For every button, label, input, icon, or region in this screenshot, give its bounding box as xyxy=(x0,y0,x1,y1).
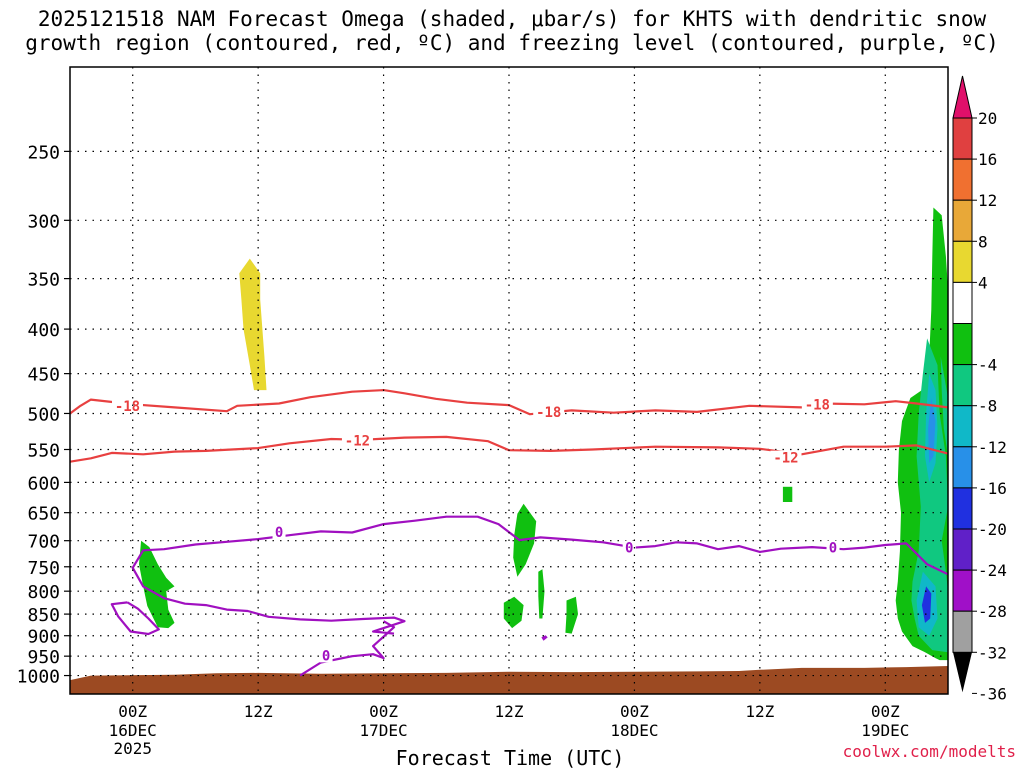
chart-title-line2: growth region (contoured, red, ºC) and f… xyxy=(25,31,999,55)
contour-label-freezing-upper-2: 0 xyxy=(829,541,837,557)
omega-area-green-mid-blob xyxy=(503,596,524,629)
y-tick-label-500: 500 xyxy=(27,404,60,425)
x-tick-label-42: 12Z xyxy=(495,702,524,721)
colorbar-bin-1 xyxy=(952,158,973,201)
plot-area: -18 -18 -18 -12 -12 0 0 0 0 xyxy=(69,66,949,695)
x-tick-label-78: 00Z xyxy=(871,702,900,721)
chart-title-line1: 2025121518 NAM Forecast Omega (shaded, μ… xyxy=(38,7,987,31)
colorbar-bin-9 xyxy=(952,487,973,530)
omega-area-purple-dot xyxy=(541,635,548,641)
colorbar-label-5: -4 xyxy=(978,356,997,375)
y-axis: 2503003504004505005506006507007508008509… xyxy=(17,142,70,688)
x-tick-date-54: 18DEC xyxy=(610,721,658,740)
contour-label-bg-dgz-top-0 xyxy=(111,398,143,413)
contour-dgz-bottom xyxy=(70,435,948,463)
credit-text: coolwx.com/modelts xyxy=(843,742,1016,761)
omega-area-lightblue-right xyxy=(928,398,936,463)
x-tick-label-54: 00Z xyxy=(620,702,649,721)
y-tick-label-950: 950 xyxy=(27,647,60,668)
colorbar-label-3: 8 xyxy=(978,232,988,251)
colorbar-bin-0 xyxy=(952,117,973,160)
plot-inner: -18 -18 -18 -12 -12 0 0 0 0 xyxy=(70,150,948,694)
y-tick-label-650: 650 xyxy=(27,504,60,525)
contour-label-dgz-top-0: -18 xyxy=(115,399,140,415)
x-axis-label: Forecast Time (UTC) xyxy=(396,746,625,768)
colorbar-bin-6 xyxy=(952,364,973,407)
x-tick-label-66: 12Z xyxy=(745,702,774,721)
omega-area-green-mid-thin xyxy=(538,569,545,619)
colorbar-label-1: 16 xyxy=(978,150,997,169)
colorbar-bin-5 xyxy=(952,323,973,366)
y-tick-label-1000: 1000 xyxy=(17,667,60,688)
contour-freezing-upper xyxy=(131,515,948,635)
colorbar-label-6: -8 xyxy=(978,397,997,416)
y-tick-label-900: 900 xyxy=(27,627,60,648)
contour-label-dgz-bottom-1: -12 xyxy=(773,451,798,467)
y-tick-label-350: 350 xyxy=(27,270,60,291)
omega-area-blue-low xyxy=(921,586,932,623)
contour-label-freezing-upper-1: 0 xyxy=(625,541,633,557)
contour-label-bg-dgz-bottom-0 xyxy=(341,433,373,448)
colorbar-bin-3 xyxy=(952,240,973,283)
colorbar: 20 16 12 8 4 -4 -8 -12 -16 -20 -24 -28 -32 -36 xyxy=(952,75,1007,703)
contour-label-bg-freezing-upper-2 xyxy=(826,540,840,555)
colorbar-label-0: 20 xyxy=(978,109,997,128)
colorbar-bin-10 xyxy=(952,528,973,571)
colorbar-bin-12 xyxy=(952,610,973,653)
colorbar-bin-7 xyxy=(952,405,973,448)
contour-label-dgz-bottom-0: -12 xyxy=(345,433,370,449)
contour-label-freezing-lower-0: 0 xyxy=(322,648,330,664)
y-tick-label-750: 750 xyxy=(27,558,60,579)
contour-label-bg-freezing-upper-1 xyxy=(622,540,636,555)
colorbar-bin-8 xyxy=(952,446,973,489)
y-tick-label-250: 250 xyxy=(27,142,60,163)
x-tick-label-30: 00Z xyxy=(369,702,398,721)
contour-label-bg-dgz-top-1 xyxy=(533,404,565,419)
colorbar-label-9: -20 xyxy=(978,520,1007,539)
colorbar-bin-4 xyxy=(952,281,973,324)
y-tick-label-600: 600 xyxy=(27,473,60,494)
colorbar-bin-11 xyxy=(952,569,973,612)
x-tick-label-18: 12Z xyxy=(244,702,273,721)
contour-label-bg-dgz-bottom-1 xyxy=(770,450,802,465)
y-tick-label-800: 800 xyxy=(27,582,60,603)
x-tick-date-30: 17DEC xyxy=(359,721,407,740)
contour-label-bg-freezing-lower-0 xyxy=(319,648,333,663)
x-tick-year-6: 2025 xyxy=(113,739,152,758)
contour-label-dgz-top-1: -18 xyxy=(536,405,561,421)
contour-freezing-loop xyxy=(110,601,160,636)
y-tick-label-550: 550 xyxy=(27,441,60,462)
colorbar-label-12: -32 xyxy=(978,643,1007,662)
colorbar-label-4: 4 xyxy=(978,273,988,292)
x-tick-date-78: 19DEC xyxy=(861,721,909,740)
y-tick-label-400: 400 xyxy=(27,320,60,341)
y-tick-label-850: 850 xyxy=(27,605,60,626)
omega-area-yellow-upper xyxy=(239,258,267,391)
x-tick-label-6: 00Z xyxy=(118,702,147,721)
omega-area-teal-right xyxy=(911,338,948,653)
colorbar-label-8: -16 xyxy=(978,479,1007,498)
contour-label-dgz-top-2: -18 xyxy=(805,397,830,413)
colorbar-top-arrow xyxy=(952,75,973,119)
x-tick-date-6: 16DEC xyxy=(109,721,157,740)
y-tick-label-300: 300 xyxy=(27,211,60,232)
colorbar-bottom-arrow xyxy=(953,652,972,693)
omega-area-green-left xyxy=(139,540,175,629)
colorbar-label-10: -24 xyxy=(978,561,1007,580)
omega-area-green-small-square xyxy=(782,486,793,502)
contour-label-bg-dgz-top-2 xyxy=(801,397,833,412)
y-tick-label-700: 700 xyxy=(27,532,60,553)
colorbar-label-13: -36 xyxy=(978,684,1007,703)
colorbar-label-11: -28 xyxy=(978,602,1007,621)
contour-label-freezing-upper-0: 0 xyxy=(275,525,283,541)
contour-label-bg-freezing-upper-0 xyxy=(272,524,286,539)
y-tick-label-450: 450 xyxy=(27,365,60,386)
colorbar-label-7: -12 xyxy=(978,438,1007,457)
colorbar-bin-2 xyxy=(952,199,973,242)
omega-area-green-mid-right xyxy=(565,596,578,634)
terrain-surface xyxy=(70,666,948,694)
colorbar-label-2: 12 xyxy=(978,191,997,210)
